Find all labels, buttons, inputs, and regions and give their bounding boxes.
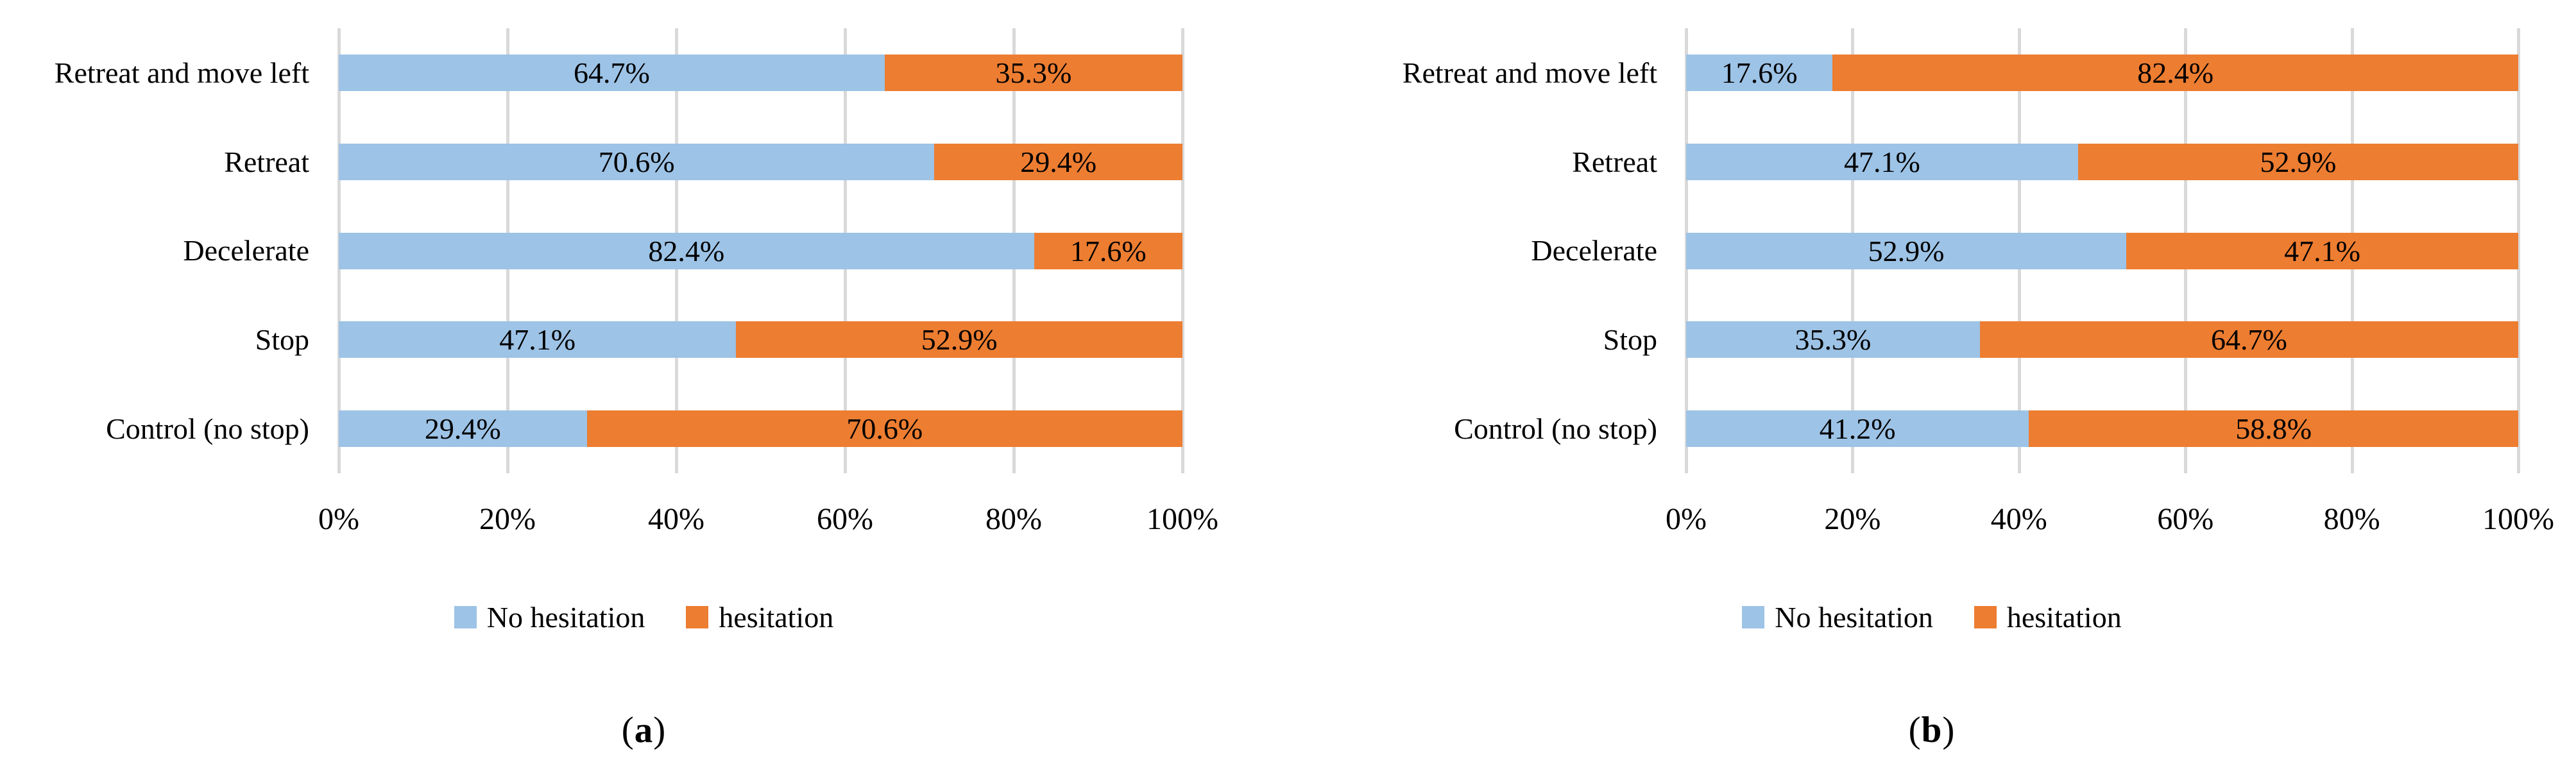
x-tick-label: 0% bbox=[1666, 502, 1707, 536]
bar-segment-no-hesitation: 47.1% bbox=[1686, 143, 2078, 180]
bar-segment-no-hesitation: 17.6% bbox=[1686, 54, 1833, 91]
x-axis: 0% 20% 40% 60% 80% 100% bbox=[1666, 501, 2554, 546]
bar-segment-no-hesitation: 70.6% bbox=[339, 143, 935, 180]
x-tick-label: 100% bbox=[1147, 502, 1218, 536]
bar-row: 29.4% 70.6% bbox=[339, 410, 1182, 448]
x-tick-label: 40% bbox=[1990, 502, 2047, 536]
bar-row: 35.3% 64.7% bbox=[1686, 321, 2518, 358]
legend-swatch-hesitation bbox=[686, 606, 709, 628]
category-label: Decelerate bbox=[183, 234, 309, 267]
legend-swatch-no-hesitation bbox=[454, 606, 477, 628]
chart-a: Retreat and move left Retreat Decelerate St… bbox=[0, 28, 1288, 751]
legend-item-hesitation: hesitation bbox=[686, 600, 833, 634]
subfigure-label-b: (b) bbox=[1288, 709, 2576, 751]
subfigure-label-a: (a) bbox=[0, 709, 1288, 751]
bar-row: 64.7% 35.3% bbox=[339, 54, 1182, 91]
bar-segment-no-hesitation: 64.7% bbox=[339, 54, 885, 91]
legend-label: No hesitation bbox=[1775, 601, 1933, 634]
bar-segment-no-hesitation: 41.2% bbox=[1686, 410, 2029, 448]
caption-paren: ( bbox=[621, 710, 635, 750]
x-tick-label: 80% bbox=[985, 502, 1042, 536]
legend-item-hesitation: hesitation bbox=[1974, 600, 2122, 634]
bar-row: 52.9% 47.1% bbox=[1686, 232, 2518, 269]
legend-item-no-hesitation: No hesitation bbox=[454, 600, 645, 634]
bar-segment-hesitation: 52.9% bbox=[2077, 143, 2518, 180]
category-label: Stop bbox=[255, 323, 309, 357]
bar-row: 70.6% 29.4% bbox=[339, 143, 1182, 180]
bar-segment-no-hesitation: 47.1% bbox=[339, 321, 737, 358]
gridline bbox=[1181, 28, 1184, 473]
category-label: Control (no stop) bbox=[106, 412, 309, 446]
category-label: Retreat and move left bbox=[54, 56, 309, 89]
x-axis: 0% 20% 40% 60% 80% 100% bbox=[318, 501, 1218, 546]
bar-row: 17.6% 82.4% bbox=[1686, 54, 2518, 91]
category-label: Decelerate bbox=[1531, 234, 1657, 267]
legend-label: hesitation bbox=[2006, 601, 2122, 634]
chart-b: Retreat and move left Retreat Decelerate St… bbox=[1288, 0, 2576, 783]
caption-paren: ) bbox=[653, 710, 667, 750]
legend: No hesitation hesitation bbox=[1288, 600, 2576, 634]
x-tick-label: 0% bbox=[318, 502, 359, 536]
legend-label: hesitation bbox=[719, 601, 834, 634]
x-tick-label: 20% bbox=[1824, 502, 1881, 536]
x-tick-label: 80% bbox=[2323, 502, 2380, 536]
bar-segment-no-hesitation: 35.3% bbox=[1686, 321, 1980, 358]
bar-segment-hesitation: 35.3% bbox=[884, 54, 1182, 91]
category-label: Retreat and move left bbox=[1402, 56, 1657, 89]
plot-area: 64.7% 35.3% 70.6% 29.4% 82.4% 17.6% 47.1% 52.9%… bbox=[337, 28, 1184, 473]
bar-segment-no-hesitation: 29.4% bbox=[339, 410, 587, 448]
bar-segment-hesitation: 58.8% bbox=[2029, 410, 2518, 448]
category-axis: Retreat and move left Retreat Decelerate St… bbox=[1288, 28, 1657, 473]
bar-segment-no-hesitation: 52.9% bbox=[1686, 232, 2127, 269]
bar-segment-hesitation: 82.4% bbox=[1832, 54, 2518, 91]
bar-segment-hesitation: 29.4% bbox=[934, 143, 1182, 180]
caption-letter: a bbox=[634, 710, 654, 750]
x-tick-label: 100% bbox=[2482, 502, 2554, 536]
legend: No hesitation hesitation bbox=[0, 600, 1288, 634]
gridline bbox=[2517, 28, 2520, 473]
category-label: Stop bbox=[1603, 323, 1657, 357]
bar-segment-no-hesitation: 82.4% bbox=[339, 232, 1034, 269]
legend-swatch-no-hesitation bbox=[1742, 606, 1765, 628]
caption-paren: ( bbox=[1908, 710, 1922, 750]
legend-item-no-hesitation: No hesitation bbox=[1742, 600, 1933, 634]
bar-row: 41.2% 58.8% bbox=[1686, 410, 2518, 448]
bar-row: 82.4% 17.6% bbox=[339, 232, 1182, 269]
bar-row: 47.1% 52.9% bbox=[1686, 143, 2518, 180]
x-tick-label: 60% bbox=[817, 502, 873, 536]
bar-segment-hesitation: 52.9% bbox=[736, 321, 1182, 358]
bar-segment-hesitation: 17.6% bbox=[1034, 232, 1182, 269]
category-label: Retreat bbox=[1572, 145, 1657, 178]
legend-swatch-hesitation bbox=[1974, 606, 1997, 628]
x-tick-label: 60% bbox=[2157, 502, 2214, 536]
caption-paren: ) bbox=[1942, 710, 1956, 750]
x-tick-label: 40% bbox=[648, 502, 704, 536]
category-label: Control (no stop) bbox=[1454, 412, 1657, 446]
bar-row: 47.1% 52.9% bbox=[339, 321, 1182, 358]
caption-letter: b bbox=[1921, 710, 1943, 750]
plot-area: 17.6% 82.4% 47.1% 52.9% 52.9% 47.1% 35.3% 64.7%… bbox=[1685, 28, 2520, 473]
bar-segment-hesitation: 64.7% bbox=[1979, 321, 2518, 358]
category-label: Retreat bbox=[224, 145, 309, 178]
category-axis: Retreat and move left Retreat Decelerate St… bbox=[0, 28, 309, 473]
x-tick-label: 20% bbox=[479, 502, 536, 536]
legend-label: No hesitation bbox=[486, 601, 645, 634]
bar-segment-hesitation: 70.6% bbox=[586, 410, 1182, 448]
bar-segment-hesitation: 47.1% bbox=[2126, 232, 2518, 269]
